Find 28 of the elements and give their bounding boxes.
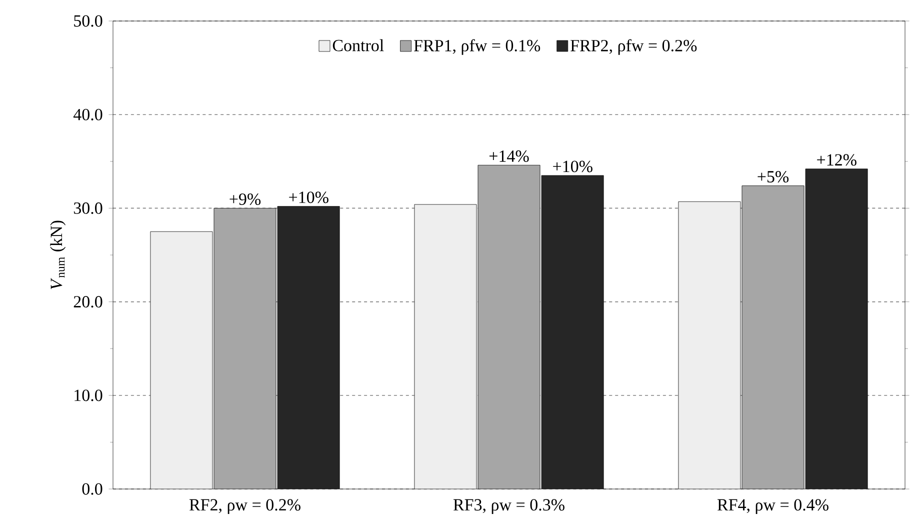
y-tick-label: 40.0 xyxy=(73,108,102,120)
annotation: +5% xyxy=(758,171,789,183)
y-tick-label: 20.0 xyxy=(74,296,102,308)
bar xyxy=(150,231,213,489)
bar xyxy=(678,201,741,489)
bar xyxy=(742,186,804,489)
y-tick-label: 30.0 xyxy=(74,202,102,214)
y-tick-label: 50.0 xyxy=(74,15,102,27)
bar xyxy=(277,206,340,489)
annotation: +9% xyxy=(230,193,261,205)
y-axis-title: V$_{num}$ (kN) xyxy=(50,220,66,290)
legend-label: FRP1, ρfw = 0.1% xyxy=(414,39,540,55)
annotation: +10% xyxy=(553,160,592,172)
annotation: +14% xyxy=(489,150,529,162)
x-tick-label: RF3, ρw = 0.3% xyxy=(453,499,564,514)
bar xyxy=(478,164,540,489)
y-tick-label: 10.0 xyxy=(74,390,102,402)
bar xyxy=(541,175,604,489)
annotation: +10% xyxy=(289,192,328,204)
bar xyxy=(805,168,868,489)
x-tick-label: RF2, ρw = 0.2% xyxy=(189,499,300,514)
legend-label: Control xyxy=(332,39,384,52)
legend-label: FRP2, ρfw = 0.2% xyxy=(570,39,697,55)
x-tick-label: RF4, ρw = 0.4% xyxy=(717,499,828,514)
y-tick-label: 0.0 xyxy=(82,483,102,495)
bar xyxy=(214,208,276,489)
annotation: +12% xyxy=(817,154,856,166)
bar xyxy=(414,204,477,489)
